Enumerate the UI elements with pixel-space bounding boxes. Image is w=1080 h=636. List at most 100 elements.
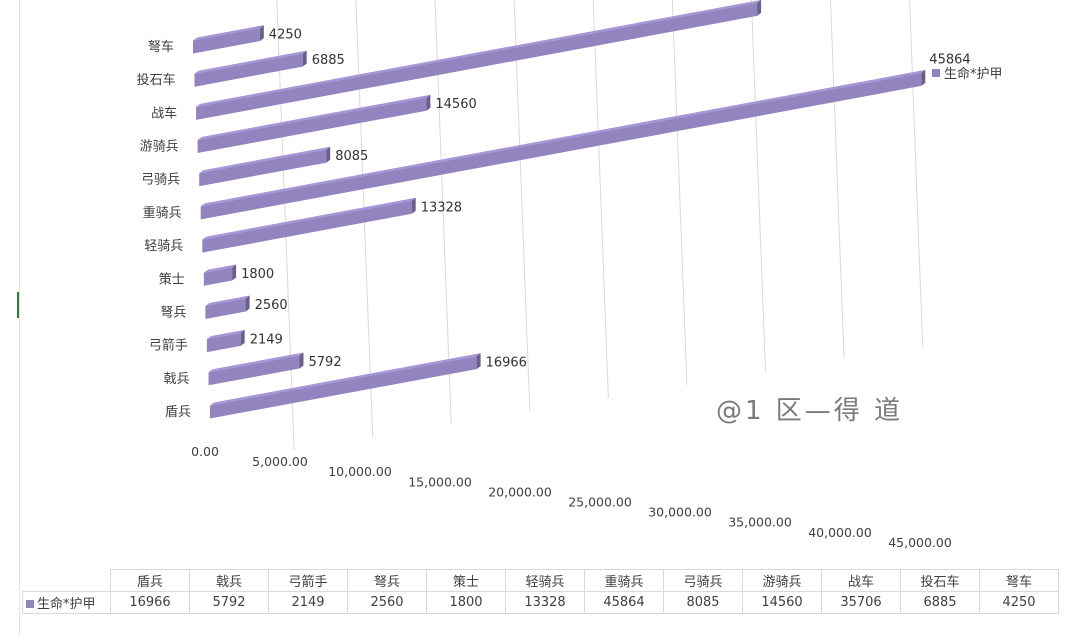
bar-end-face: [240, 329, 245, 346]
gridline: [830, 0, 845, 359]
data-table-header-cell: 弓箭手: [268, 569, 348, 592]
bar-end-face: [259, 25, 264, 42]
bar-end-face: [299, 352, 304, 369]
data-table-value-cell: 2149: [268, 591, 348, 614]
bar-front-face: [202, 200, 412, 253]
bar-end-face: [426, 94, 431, 111]
bar-front-face: [200, 72, 922, 220]
bar-top-face: [196, 0, 761, 107]
bar-front-face: [199, 149, 327, 187]
bar: 1800: [203, 264, 274, 286]
data-table-value-cell: 35706: [821, 591, 901, 614]
value-tick-label: 25,000.00: [568, 495, 632, 510]
category-label: 策士: [159, 271, 185, 287]
category-label: 弓箭手: [149, 338, 188, 354]
data-table-value-cell: 45864: [584, 591, 664, 614]
bar-value-label: 14560: [435, 97, 476, 112]
bar: 2560: [205, 295, 288, 319]
bar-front-face: [206, 332, 241, 353]
data-table-header-cell: 轻骑兵: [505, 569, 585, 592]
data-table-header-row: 盾兵 戟兵 弓箭手 弩兵 策士 轻骑兵 重骑兵 弓骑兵 游骑兵 战车 投石车 弩车: [22, 569, 1059, 592]
bar-value-label: 5792: [309, 355, 342, 370]
category-label: 重骑兵: [143, 205, 182, 221]
data-table-value-cell: 6885: [900, 591, 980, 614]
bar: 5792: [208, 352, 342, 386]
category-label: 弩车: [148, 39, 174, 55]
data-table-value-cell: 4250: [979, 591, 1059, 614]
bar-front-face: [210, 356, 477, 419]
bar-top-face: [197, 94, 431, 140]
data-table-corner: [22, 569, 111, 592]
value-tick-label: 45,000.00: [888, 535, 952, 550]
bar-value-label: 2560: [255, 298, 288, 313]
bar-value-label: 45864: [929, 52, 970, 67]
gridline: [671, 0, 688, 385]
bar-top-face: [202, 197, 416, 240]
data-table-header-cell: 弓骑兵: [663, 569, 743, 592]
category-label: 弓骑兵: [141, 173, 180, 188]
bar: 16966: [210, 353, 527, 419]
bar-front-face: [194, 53, 303, 87]
bar-end-face: [326, 146, 331, 163]
bar-top-face: [203, 264, 237, 273]
data-table: 盾兵 戟兵 弓箭手 弩兵 策士 轻骑兵 重骑兵 弓骑兵 游骑兵 战车 投石车 弩车 生命*护甲 169…: [22, 569, 1059, 614]
sheet-selection-marker: [17, 292, 19, 318]
bar: 2149: [206, 329, 283, 353]
gridline: [513, 0, 531, 412]
bar-top-face: [200, 69, 926, 207]
series-key-icon: [26, 599, 34, 608]
value-tick-label: 15,000.00: [408, 474, 472, 489]
gridline: [355, 0, 374, 438]
bar-top-face: [208, 352, 304, 373]
category-label: 弩兵: [160, 306, 186, 321]
bar-front-face: [205, 298, 246, 319]
bar-end-face: [232, 264, 237, 281]
gridline: [909, 0, 924, 346]
value-tick-label: 5,000.00: [252, 454, 308, 469]
bar: 8085: [199, 146, 368, 187]
category-label: 戟兵: [163, 372, 189, 387]
bar-end-face: [245, 295, 250, 312]
bar-end-face: [411, 197, 416, 214]
gridlines: [276, 0, 924, 451]
data-table-value-row: 生命*护甲 16966 5792 2149 2560 1800 13328 45864 808…: [22, 591, 1059, 614]
watermark: @1 区—得 道: [716, 396, 903, 426]
category-label: 投石车: [136, 72, 175, 88]
data-table-value-cell: 8085: [663, 591, 743, 614]
bar: 35706: [196, 0, 762, 120]
bar: 13328: [202, 197, 462, 253]
bar-end-face: [302, 50, 307, 67]
bar-top-face: [199, 146, 331, 174]
bar-front-face: [208, 355, 300, 386]
bars: 4250 68853570614560 8085 45864 13328 1800 2560…: [193, 0, 971, 419]
data-table-series-label: 生命*护甲: [37, 597, 96, 612]
bar-end-face: [921, 69, 926, 86]
legend-label: 生命*护甲: [944, 66, 1003, 82]
category-label: 轻骑兵: [144, 239, 183, 254]
value-tick-label: 0.00: [191, 444, 219, 459]
value-tick-label: 35,000.00: [728, 515, 792, 530]
bar-value-label: 2149: [250, 332, 283, 347]
bar-value-label: 8085: [335, 149, 368, 164]
data-table-header-cell: 战车: [821, 569, 901, 592]
bar-top-face: [193, 25, 264, 41]
gridline: [434, 0, 452, 425]
data-table-value-cell: 16966: [110, 591, 190, 614]
bar-front-face: [197, 97, 427, 153]
data-table-header-cell: 盾兵: [110, 569, 190, 592]
value-tick-label: 30,000.00: [648, 505, 712, 520]
data-table-value-cell: 14560: [742, 591, 822, 614]
category-label: 游骑兵: [140, 140, 179, 155]
data-table-value-cell: 5792: [189, 591, 269, 614]
legend[interactable]: 生命*护甲: [932, 66, 1003, 82]
data-table-value-cell: 13328: [505, 591, 585, 614]
bar-value-label: 6885: [312, 53, 345, 68]
data-table-header-cell: 重骑兵: [584, 569, 664, 592]
bar: 45864: [200, 52, 971, 220]
bar-top-face: [194, 50, 307, 74]
bar-end-face: [476, 353, 481, 370]
data-table-series-cell: 生命*护甲: [22, 591, 111, 614]
gridline: [592, 0, 609, 399]
bar: 4250: [193, 25, 302, 54]
